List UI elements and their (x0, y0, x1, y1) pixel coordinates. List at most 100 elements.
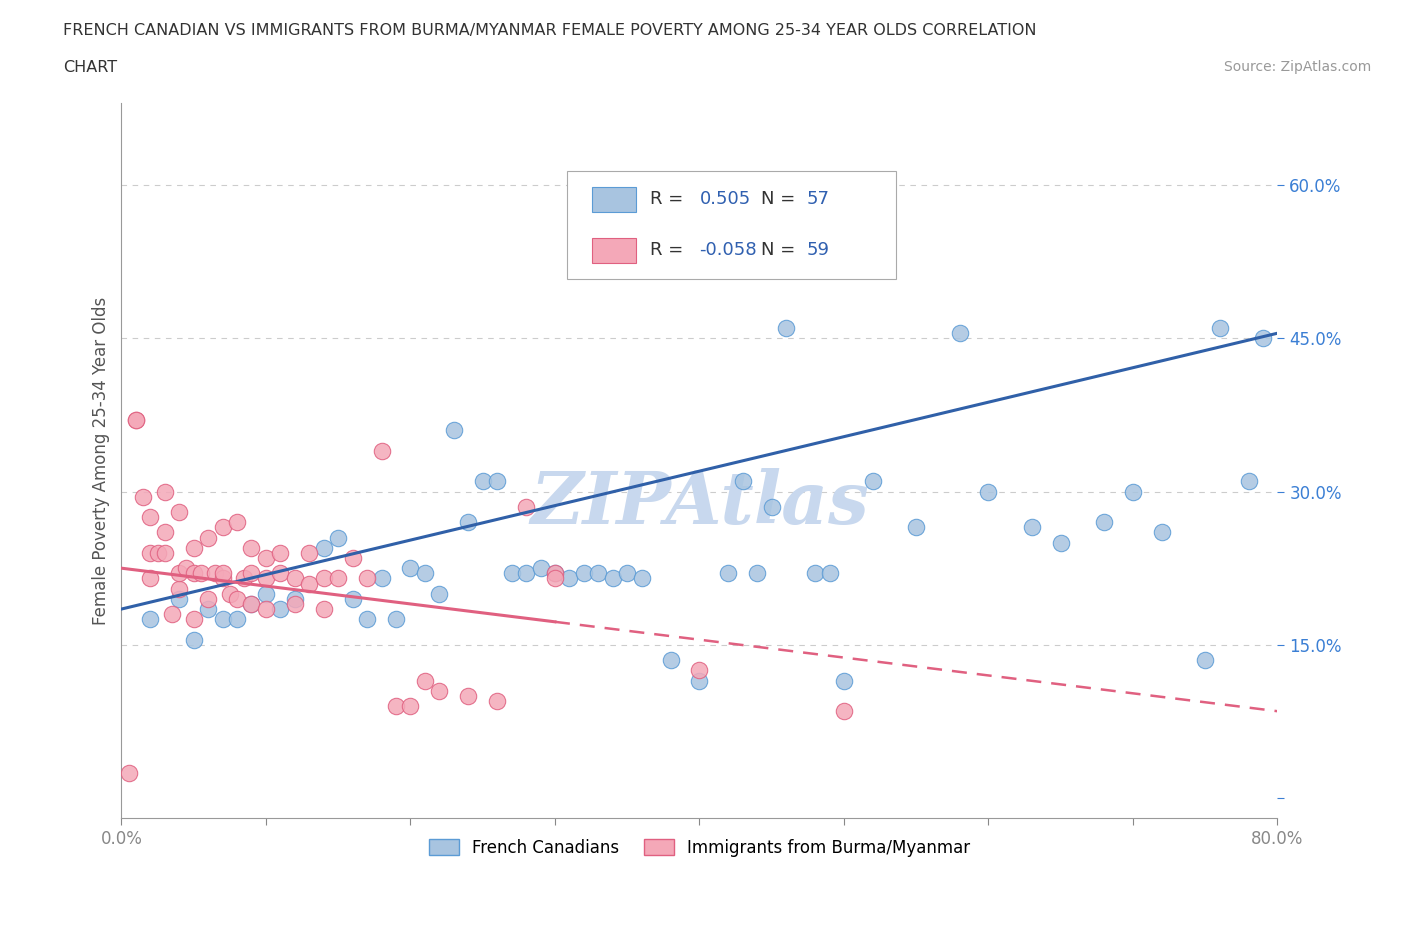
Point (139, 510, 162, 525)
Text: ZIPAtlas: ZIPAtlas (530, 469, 869, 539)
Point (370, 444, 392, 458)
Point (544, 571, 567, 586)
FancyBboxPatch shape (592, 187, 636, 212)
Point (1150, 525, 1173, 540)
Point (284, 571, 307, 586)
Point (544, 565, 567, 580)
Point (356, 571, 378, 586)
Point (1021, 520, 1043, 535)
Point (139, 612, 162, 627)
Point (588, 565, 610, 580)
FancyBboxPatch shape (567, 171, 896, 279)
Point (602, 571, 624, 586)
Point (501, 565, 523, 580)
Point (211, 612, 233, 627)
Point (183, 565, 205, 580)
Point (176, 561, 198, 576)
Point (125, 413, 148, 428)
Point (132, 489, 155, 504)
Point (385, 612, 408, 627)
Point (688, 663, 710, 678)
Point (312, 571, 335, 586)
Point (356, 612, 378, 627)
Point (544, 565, 567, 580)
Point (399, 561, 422, 576)
Point (284, 591, 307, 606)
Point (486, 474, 509, 489)
Text: 59: 59 (807, 242, 830, 259)
Point (125, 413, 148, 428)
Point (254, 551, 277, 565)
Point (818, 565, 841, 580)
Point (515, 499, 537, 514)
Point (153, 485, 176, 499)
Point (118, 765, 141, 780)
Point (1122, 485, 1144, 499)
Point (211, 520, 233, 535)
Point (529, 561, 551, 576)
Point (254, 571, 277, 586)
Point (204, 565, 226, 580)
Point (284, 596, 307, 611)
Point (226, 515, 249, 530)
Point (240, 565, 263, 580)
Point (183, 540, 205, 555)
Point (804, 565, 827, 580)
Point (240, 596, 263, 611)
Point (298, 576, 321, 591)
Legend: French Canadians, Immigrants from Burma/Myanmar: French Canadians, Immigrants from Burma/… (422, 832, 977, 864)
Point (427, 684, 450, 698)
Text: 57: 57 (807, 191, 830, 208)
Point (630, 571, 652, 586)
Point (153, 525, 176, 540)
Point (717, 565, 740, 580)
Text: FRENCH CANADIAN VS IMMIGRANTS FROM BURMA/MYANMAR FEMALE POVERTY AMONG 25-34 YEAR: FRENCH CANADIAN VS IMMIGRANTS FROM BURMA… (63, 23, 1036, 38)
Point (572, 565, 595, 580)
Point (197, 591, 219, 606)
Point (370, 571, 392, 586)
Point (269, 565, 291, 580)
Point (328, 530, 350, 545)
Y-axis label: Female Poverty Among 25-34 Year Olds: Female Poverty Among 25-34 Year Olds (93, 297, 110, 625)
Point (832, 673, 855, 688)
Point (167, 505, 190, 520)
Point (211, 571, 233, 586)
Point (269, 602, 291, 617)
Point (167, 591, 190, 606)
Point (211, 565, 233, 580)
Point (254, 602, 277, 617)
Point (226, 591, 249, 606)
Point (399, 698, 422, 713)
Point (775, 321, 797, 336)
Point (183, 612, 205, 627)
Point (1092, 515, 1115, 530)
Point (146, 545, 169, 560)
Point (153, 545, 176, 560)
Point (515, 565, 537, 580)
Point (558, 571, 581, 586)
Point (1251, 331, 1274, 346)
Point (385, 698, 408, 713)
Text: CHART: CHART (63, 60, 117, 75)
Point (471, 474, 494, 489)
Point (298, 545, 321, 560)
Point (977, 485, 1000, 499)
Point (218, 586, 240, 601)
Point (616, 565, 638, 580)
Point (443, 423, 465, 438)
Point (789, 219, 811, 233)
Point (1049, 535, 1071, 550)
FancyBboxPatch shape (592, 238, 636, 263)
Point (312, 602, 335, 617)
Point (160, 606, 183, 621)
Point (413, 565, 436, 580)
Text: 0.505: 0.505 (699, 191, 751, 208)
Point (197, 530, 219, 545)
Point (240, 540, 263, 555)
Text: R =: R = (650, 191, 689, 208)
Point (226, 612, 249, 627)
Point (457, 688, 479, 703)
Point (948, 326, 970, 340)
Point (312, 540, 335, 555)
Point (1194, 653, 1216, 668)
